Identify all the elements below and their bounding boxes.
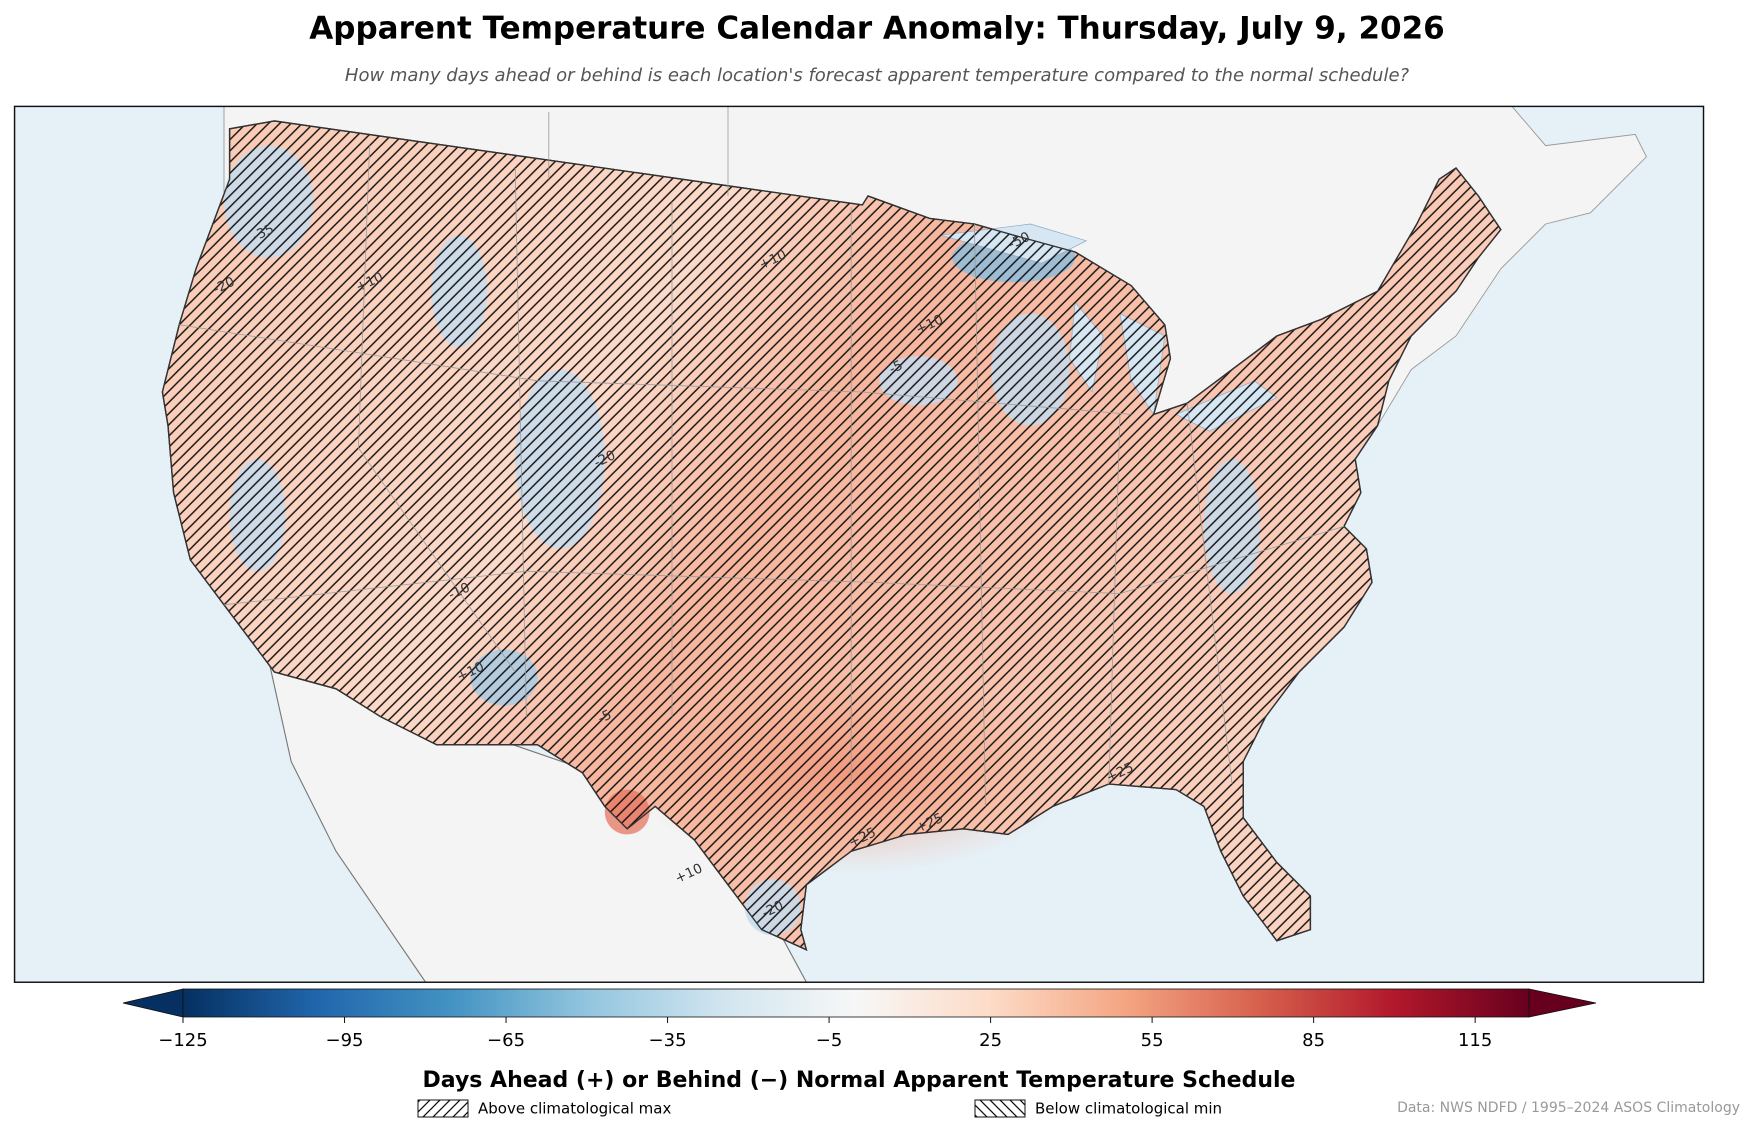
colorbar-extend-max xyxy=(1528,988,1597,1018)
colorbar-tick-label: −35 xyxy=(649,1030,687,1051)
colorbar-tick-label: 85 xyxy=(1302,1030,1325,1051)
map: +10+10+10+10+10+25+25+25-20-20-35 -50-5-5… xyxy=(13,105,1705,983)
colorbar-tick-label: 55 xyxy=(1141,1030,1164,1051)
colorbar-tick-label: 25 xyxy=(979,1030,1002,1051)
contour-label: -5 xyxy=(887,358,905,377)
map-frame xyxy=(13,105,1705,983)
credit: Data: NWS NDFD / 1995–2024 ASOS Climatol… xyxy=(1397,1100,1740,1116)
colorbar: −125 −95 −65 −35 −5 25 55 85 115 xyxy=(122,988,1597,1051)
hatch-above-max xyxy=(161,120,1502,951)
colorbar-tick-label: −95 xyxy=(326,1030,364,1051)
legend-swatch xyxy=(974,1099,1026,1118)
colorbar-tick-label: −5 xyxy=(816,1030,843,1051)
title: Apparent Temperature Calendar Anomaly: T… xyxy=(309,11,1444,47)
subtitle: How many days ahead or behind is each lo… xyxy=(345,65,1410,86)
contour-label: -5 xyxy=(596,708,614,727)
colorbar-tick-label: −125 xyxy=(158,1030,207,1051)
legend-swatch xyxy=(417,1099,469,1118)
colorbar-bar xyxy=(182,988,1530,1018)
colorbar-extend-min xyxy=(122,988,184,1018)
colorbar-label: Days Ahead (+) or Behind (−) Normal Appa… xyxy=(423,1068,1296,1093)
colorbar-tick-label: 115 xyxy=(1458,1030,1492,1051)
state-borders xyxy=(179,106,1345,807)
colorbar-tick-label: −65 xyxy=(487,1030,525,1051)
legend-label: Above climatological max xyxy=(478,1100,671,1118)
legend-label: Below climatological min xyxy=(1035,1100,1222,1118)
legend: Above climatological max Below climatolog… xyxy=(417,1099,1222,1118)
